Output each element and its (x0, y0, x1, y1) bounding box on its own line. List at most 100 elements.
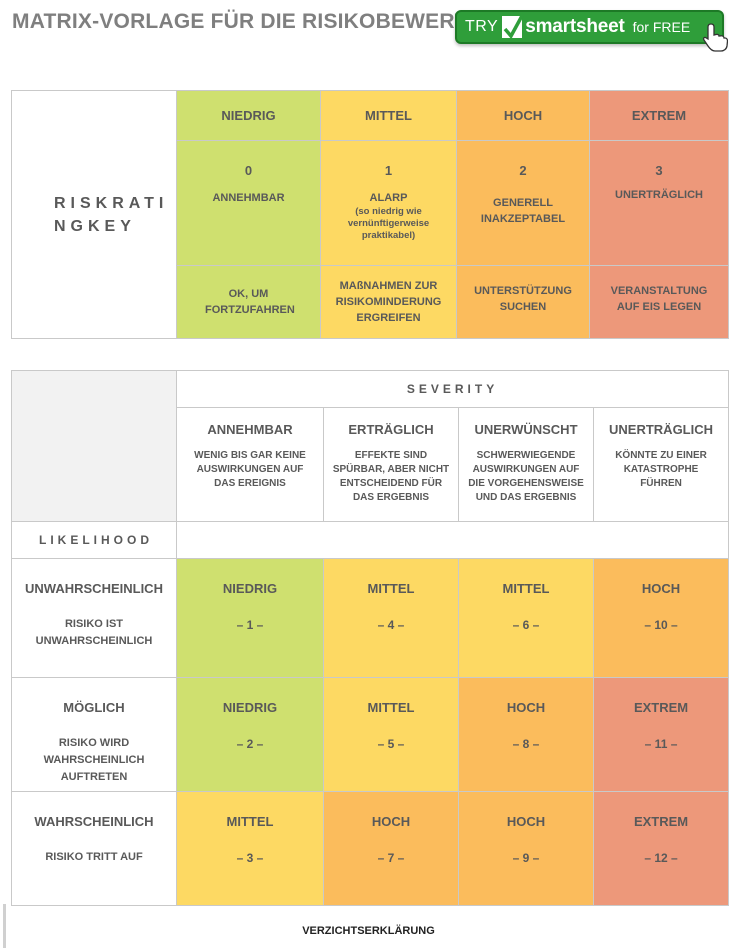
severity-desc: KÖNNTE ZU EINER KATASTROPHE FÜHREN (615, 450, 707, 489)
matrix-cell: HOCH – 7 – (323, 791, 459, 906)
severity-unertraeglich: UNERTRÄGLICH KÖNNTE ZU EINER KATASTROPHE… (592, 407, 730, 522)
matrix-cell: MITTEL – 3 – (176, 791, 324, 906)
level-number: 0 (244, 163, 253, 178)
likelihood-header: LIKELIHOOD (11, 521, 177, 559)
level-sub-label: (so niedrig wie vernünftigerweise prakti… (347, 206, 430, 241)
cell-level: NIEDRIG (222, 700, 278, 715)
try-smartsheet-button[interactable]: TRY smartsheet for FREE (455, 10, 729, 52)
likelihood-name: WAHRSCHEINLICH (34, 814, 154, 829)
level-label: UNERTRÄGLICH (615, 189, 703, 201)
severity-desc: EFFEKTE SIND SPÜRBAR, ABER NICHT ENTSCHE… (332, 450, 450, 503)
level-action-mittel: MAßNAHMEN ZUR RISIKOMINDERUNG ERGREIFEN (320, 265, 457, 339)
severity-name: ANNEHMBAR (207, 422, 293, 437)
likelihood-moeglich: MÖGLICH RISIKO WIRD WAHRSCHEINLICH AUFTR… (11, 677, 177, 792)
matrix-cell: EXTREM – 11 – (592, 677, 730, 792)
severity-unerwuenscht: UNERWÜNSCHT SCHWERWIEGENDE AUSWIRKUNGEN … (458, 407, 594, 522)
level-label: GENERELL INAKZEPTABEL (480, 197, 566, 225)
risk-matrix-table: SEVERITY ANNEHMBAR WENIG BIS GAR KEINE A… (11, 370, 730, 906)
likelihood-unwahrscheinlich: UNWAHRSCHEINLICH RISIKO IST UNWAHRSCHEIN… (11, 558, 177, 678)
matrix-cell: HOCH – 10 – (592, 558, 730, 678)
severity-name: ERTRÄGLICH (348, 422, 434, 437)
level-action-hoch: UNTERSTÜTZUNG SUCHEN (456, 265, 590, 339)
cell-level: NIEDRIG (222, 581, 278, 596)
cell-number: – 6 – (512, 618, 540, 632)
level-name-mittel: MITTEL (320, 90, 457, 141)
cell-number: – 8 – (512, 737, 540, 751)
matrix-cell: MITTEL – 6 – (458, 558, 594, 678)
cell-level: HOCH (371, 814, 411, 829)
level-label: ALARP (369, 192, 408, 204)
cell-number: – 11 – (644, 737, 678, 751)
level-name-hoch: HOCH (456, 90, 590, 141)
cell-number: – 10 – (644, 618, 678, 632)
cell-number: – 12 – (644, 851, 678, 865)
cell-number: – 2 – (236, 737, 264, 751)
cell-level: MITTEL (367, 700, 415, 715)
page-title: MATRIX-VORLAGE FÜR DIE RISIKOBEWERTUNG (12, 10, 516, 33)
matrix-cell: MITTEL – 5 – (323, 677, 459, 792)
risk-rating-key-line2: NGKEY (54, 217, 136, 235)
cell-number: – 5 – (377, 737, 405, 751)
checkmark-icon (502, 13, 525, 40)
cell-level: MITTEL (502, 581, 550, 596)
likelihood-desc: RISIKO TRITT AUF (45, 851, 143, 863)
level-detail-mittel: 1 ALARP (so niedrig wie vernünftigerweis… (320, 140, 457, 266)
cell-number: – 7 – (377, 851, 405, 865)
level-number: 3 (655, 163, 663, 178)
level-action-text: UNTERSTÜTZUNG SUCHEN (474, 285, 572, 313)
likelihood-name: UNWAHRSCHEINLICH (25, 581, 163, 596)
level-name-niedrig: NIEDRIG (176, 90, 321, 141)
likelihood-name: MÖGLICH (63, 700, 125, 715)
cell-level: MITTEL (367, 581, 415, 596)
level-action-extrem: VERANSTALTUNG AUF EIS LEGEN (589, 265, 729, 339)
matrix-cell: HOCH – 9 – (458, 791, 594, 906)
disclaimer-link[interactable]: VERZICHTSERKLÄRUNG (302, 925, 435, 937)
level-detail-niedrig: 0 ANNEHMBAR (176, 140, 321, 266)
promo-try-label: TRY (465, 18, 499, 35)
likelihood-wahrscheinlich: WAHRSCHEINLICH RISIKO TRITT AUF (11, 791, 177, 906)
level-action-text: MAßNAHMEN ZUR RISIKOMINDERUNG ERGREIFEN (335, 280, 442, 324)
promo-free-label: for FREE (632, 19, 691, 35)
matrix-cell: MITTEL – 4 – (323, 558, 459, 678)
hand-cursor-icon (702, 22, 729, 57)
matrix-cell: NIEDRIG – 1 – (176, 558, 324, 678)
risk-rating-key-label: RISKRATI NGKEY (11, 90, 177, 339)
cell-level: MITTEL (226, 814, 274, 829)
matrix-cell: NIEDRIG – 2 – (176, 677, 324, 792)
cell-level: HOCH (506, 814, 546, 829)
cell-number: – 4 – (377, 618, 405, 632)
risk-rating-key-table: RISKRATI NGKEY NIEDRIG MITTEL HOCH EXTRE… (11, 90, 729, 339)
likelihood-spacer (175, 521, 730, 559)
promo-brand-label: smartsheet (525, 16, 625, 37)
cell-level: HOCH (506, 700, 546, 715)
severity-ertraeglich: ERTRÄGLICH EFFEKTE SIND SPÜRBAR, ABER NI… (323, 407, 459, 522)
level-number: 1 (384, 163, 393, 178)
cell-number: – 1 – (236, 618, 264, 632)
risk-rating-key-line1: RISKRATI (54, 194, 169, 212)
severity-header: SEVERITY (175, 370, 730, 408)
matrix-corner-cell (11, 370, 177, 522)
level-action-text: OK, UM FORTZUFAHREN (205, 288, 295, 316)
severity-desc: WENIG BIS GAR KEINE AUSWIRKUNGEN AUF DAS… (194, 450, 306, 489)
severity-name: UNERTRÄGLICH (609, 422, 714, 437)
footer-divider (3, 904, 6, 948)
severity-annehmbar: ANNEHMBAR WENIG BIS GAR KEINE AUSWIRKUNG… (176, 407, 324, 522)
severity-desc: SCHWERWIEGENDE AUSWIRKUNGEN AUF DIE VORG… (468, 450, 584, 503)
likelihood-desc: RISIKO WIRD WAHRSCHEINLICH AUFTRETEN (43, 737, 145, 783)
cell-number: – 9 – (512, 851, 540, 865)
cell-level: HOCH (641, 581, 681, 596)
level-name-extrem: EXTREM (589, 90, 729, 141)
severity-name: UNERWÜNSCHT (474, 422, 578, 437)
level-label: ANNEHMBAR (212, 192, 285, 204)
level-action-text: VERANSTALTUNG AUF EIS LEGEN (610, 285, 708, 313)
cell-level: EXTREM (633, 700, 689, 715)
likelihood-desc: RISIKO IST UNWAHRSCHEINLICH (35, 618, 153, 647)
level-action-niedrig: OK, UM FORTZUFAHREN (176, 265, 321, 339)
level-detail-extrem: 3 UNERTRÄGLICH (589, 140, 729, 266)
level-detail-hoch: 2 GENERELL INAKZEPTABEL (456, 140, 590, 266)
cell-level: EXTREM (633, 814, 689, 829)
matrix-cell: HOCH – 8 – (458, 677, 594, 792)
level-number: 2 (519, 163, 527, 178)
cell-number: – 3 – (236, 851, 264, 865)
matrix-cell: EXTREM – 12 – (592, 791, 730, 906)
